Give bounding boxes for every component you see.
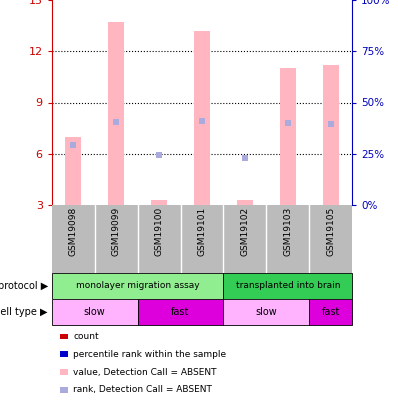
Bar xyxy=(237,200,253,205)
Text: transplanted into brain: transplanted into brain xyxy=(236,281,340,290)
Bar xyxy=(108,22,124,205)
Text: percentile rank within the sample: percentile rank within the sample xyxy=(73,350,226,359)
Bar xyxy=(138,299,223,325)
Bar xyxy=(151,200,167,205)
Bar xyxy=(194,31,210,205)
Text: GSM19098: GSM19098 xyxy=(69,207,78,256)
Bar xyxy=(223,273,352,299)
Text: slow: slow xyxy=(84,307,105,317)
Text: protocol ▶: protocol ▶ xyxy=(0,281,48,291)
Text: count: count xyxy=(73,332,99,341)
Bar xyxy=(323,65,339,205)
Bar xyxy=(52,299,138,325)
Bar xyxy=(280,68,296,205)
Text: GSM19105: GSM19105 xyxy=(326,207,335,256)
Bar xyxy=(65,136,81,205)
Bar xyxy=(309,299,352,325)
Bar xyxy=(223,299,309,325)
Text: fast: fast xyxy=(171,307,190,317)
Text: GSM19100: GSM19100 xyxy=(154,207,164,256)
Text: monolayer migration assay: monolayer migration assay xyxy=(76,281,199,290)
Text: GSM19101: GSM19101 xyxy=(197,207,207,256)
Text: slow: slow xyxy=(256,307,277,317)
Text: GSM19103: GSM19103 xyxy=(283,207,293,256)
Text: cell type ▶: cell type ▶ xyxy=(0,307,48,317)
Bar xyxy=(52,273,223,299)
Text: fast: fast xyxy=(322,307,340,317)
Text: GSM19099: GSM19099 xyxy=(111,207,121,256)
Text: GSM19102: GSM19102 xyxy=(240,207,250,256)
Text: rank, Detection Call = ABSENT: rank, Detection Call = ABSENT xyxy=(73,386,212,394)
Text: value, Detection Call = ABSENT: value, Detection Call = ABSENT xyxy=(73,368,217,377)
